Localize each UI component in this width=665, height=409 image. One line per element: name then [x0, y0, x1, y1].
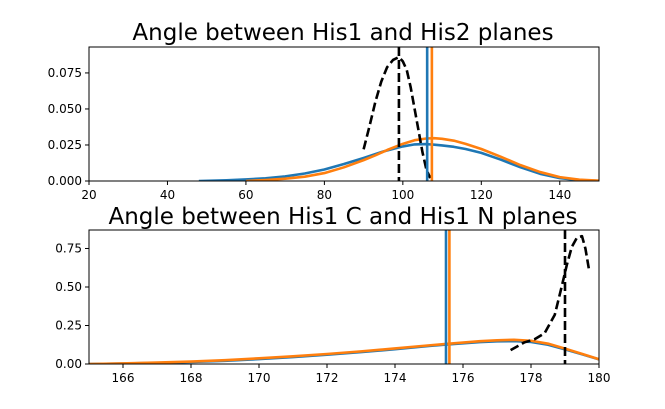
y-tick-label: 0.00 — [55, 357, 82, 371]
x-tick-label: 60 — [238, 188, 253, 202]
x-tick-label: 40 — [160, 188, 175, 202]
y-tick-label: 0.75 — [55, 241, 82, 255]
x-tick-label: 174 — [384, 371, 407, 385]
chart-his1c-his1n-planes: Angle between His1 C and His1 N planes 1… — [55, 204, 610, 385]
series-line-dashed-black — [362, 55, 432, 179]
chart-title: Angle between His1 and His2 planes — [132, 20, 553, 46]
y-tick-label: 0.50 — [55, 280, 82, 294]
series-line-blue — [198, 142, 599, 181]
plot-area — [198, 47, 599, 181]
x-tick-label: 170 — [248, 371, 271, 385]
x-tick-label: 166 — [112, 371, 135, 385]
chart-his1-his2-planes: Angle between His1 and His2 planes 20 40 6… — [48, 20, 600, 202]
x-tick-label: 120 — [470, 188, 493, 202]
x-tick-label: 168 — [180, 371, 203, 385]
series-line-orange — [89, 338, 599, 364]
plot-area — [89, 230, 599, 364]
x-tick-label: 140 — [548, 188, 571, 202]
x-tick-label: 172 — [316, 371, 339, 385]
series-line-dashed-black — [509, 234, 591, 352]
x-tick-label: 100 — [391, 188, 414, 202]
y-tick-label: 0.075 — [48, 66, 82, 80]
y-tick-label: 0.025 — [48, 138, 82, 152]
x-tick-label: 178 — [520, 371, 543, 385]
x-tick-label: 80 — [317, 188, 332, 202]
x-tick-label: 20 — [81, 188, 96, 202]
axes-frame — [88, 229, 600, 365]
axes-frame — [88, 46, 600, 182]
chart-title: Angle between His1 C and His1 N planes — [108, 204, 577, 230]
y-tick-label: 0.25 — [55, 318, 82, 332]
x-tick-label: 180 — [588, 371, 611, 385]
y-tick-label: 0.050 — [48, 102, 82, 116]
x-tick-label: 176 — [452, 371, 475, 385]
y-tick-label: 0.000 — [48, 174, 82, 188]
